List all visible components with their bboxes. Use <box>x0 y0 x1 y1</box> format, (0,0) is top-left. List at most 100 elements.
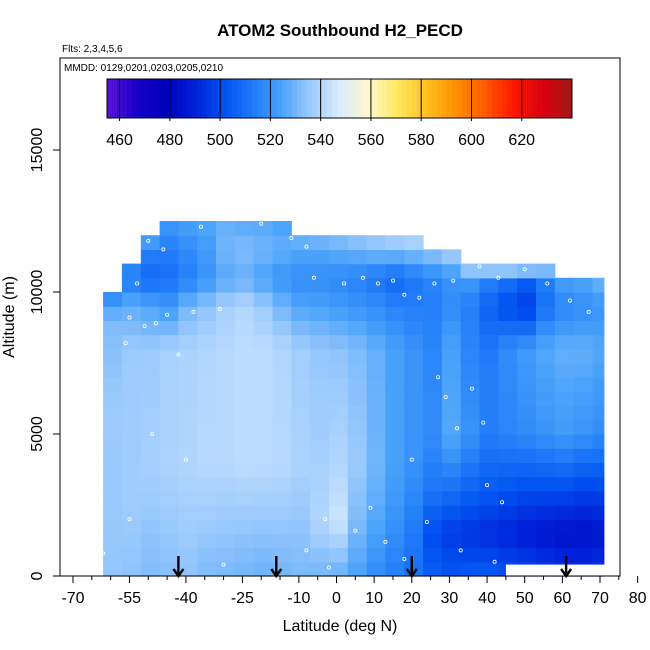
heat-cell <box>592 320 605 336</box>
heat-cell <box>517 405 537 421</box>
heat-cell <box>423 434 443 449</box>
colorbar-segment <box>452 79 458 118</box>
heat-cell <box>140 391 161 407</box>
heat-cell <box>310 561 330 577</box>
colorbar-segment <box>377 79 383 118</box>
heat-cell <box>197 277 217 293</box>
heat-cell <box>404 547 424 563</box>
heat-cell <box>121 363 142 378</box>
heat-cell <box>216 505 236 520</box>
heat-cell <box>329 391 349 407</box>
heat-cell <box>554 547 575 563</box>
colorbar-segment <box>402 79 408 118</box>
heat-cell <box>423 363 443 378</box>
heat-cell <box>159 348 179 364</box>
heat-cell <box>310 348 330 364</box>
colorbar-segment <box>322 79 328 118</box>
heat-cell <box>216 561 236 577</box>
heat-cell <box>159 533 179 549</box>
heat-cell <box>554 405 575 421</box>
colorbar-segment <box>122 79 128 118</box>
heat-cell <box>517 505 537 520</box>
colorbar-segment <box>157 79 163 118</box>
heat-cell <box>404 320 424 336</box>
heat-cell <box>121 462 142 478</box>
heat-column <box>140 235 161 577</box>
heat-cell <box>291 533 311 549</box>
heat-cell <box>385 419 405 435</box>
heat-cell <box>441 306 462 321</box>
heat-cell <box>159 519 179 534</box>
heat-cell <box>573 405 593 421</box>
heat-cell <box>253 249 274 265</box>
colorbar-segment <box>202 79 208 118</box>
heat-column <box>291 235 311 577</box>
heat-cell <box>121 277 142 293</box>
colorbar-segment <box>112 79 118 118</box>
heat-cell <box>197 405 217 421</box>
heat-cell <box>479 505 499 520</box>
colorbar-segment <box>277 79 283 118</box>
x-tick-label: 0 <box>332 590 341 607</box>
heat-cell <box>536 462 556 478</box>
colorbar-segment <box>352 79 358 118</box>
heat-cell <box>310 334 330 350</box>
heat-cell <box>498 476 518 492</box>
heat-cell <box>441 462 462 478</box>
heat-cell <box>216 363 236 378</box>
heat-cell <box>404 348 424 364</box>
heat-cell <box>272 334 292 350</box>
sample-point <box>153 321 158 326</box>
heat-cell <box>366 462 386 478</box>
heat-cell <box>329 348 349 364</box>
heat-cell <box>554 277 575 293</box>
colorbar-segment <box>527 79 533 118</box>
colorbar-segment <box>162 79 168 118</box>
heat-column <box>460 263 481 577</box>
heat-cell <box>517 547 537 563</box>
heat-cell <box>441 434 462 449</box>
heat-cell <box>479 306 499 321</box>
heat-cell <box>216 263 236 279</box>
heat-cell <box>479 277 499 293</box>
heat-cell <box>103 391 123 407</box>
y-axis-label: Altitude (m) <box>1 276 18 358</box>
colorbar-segment <box>447 79 453 118</box>
plot-frame <box>59 57 621 577</box>
colorbar-segment <box>177 79 183 118</box>
heat-cell <box>592 448 605 463</box>
x-tick-label: 70 <box>591 590 609 607</box>
heat-cell <box>234 476 255 492</box>
heat-cell <box>329 263 349 279</box>
heat-cell <box>423 490 443 506</box>
heat-column <box>592 277 605 577</box>
colorbar-segment <box>472 79 478 118</box>
colorbar-segment <box>127 79 133 118</box>
heat-cell <box>460 448 481 463</box>
heat-cell <box>441 405 462 421</box>
heat-cell <box>234 249 255 265</box>
sample-point <box>368 505 373 510</box>
colorbar-segment <box>297 79 303 118</box>
heat-cell <box>310 277 330 293</box>
heat-cell <box>310 519 330 534</box>
heat-cell <box>517 348 537 364</box>
heat-cell <box>291 320 311 336</box>
heat-cell <box>554 419 575 435</box>
x-tick-label: 40 <box>478 590 496 607</box>
heat-cell <box>197 249 217 265</box>
heat-cell <box>573 547 593 563</box>
heat-cell <box>536 391 556 407</box>
heat-cell <box>103 348 123 364</box>
heat-cell <box>404 249 424 265</box>
heat-cell <box>121 391 142 407</box>
heat-cell <box>178 391 198 407</box>
heat-cell <box>385 476 405 492</box>
heat-cell <box>554 476 575 492</box>
heat-cell <box>460 306 481 321</box>
heat-cell <box>479 448 499 463</box>
dates-label: MMDD: 0129,0201,0203,0205,0210 <box>64 63 223 74</box>
heat-cell <box>272 306 292 321</box>
heat-cell <box>197 320 217 336</box>
heat-cell <box>197 334 217 350</box>
